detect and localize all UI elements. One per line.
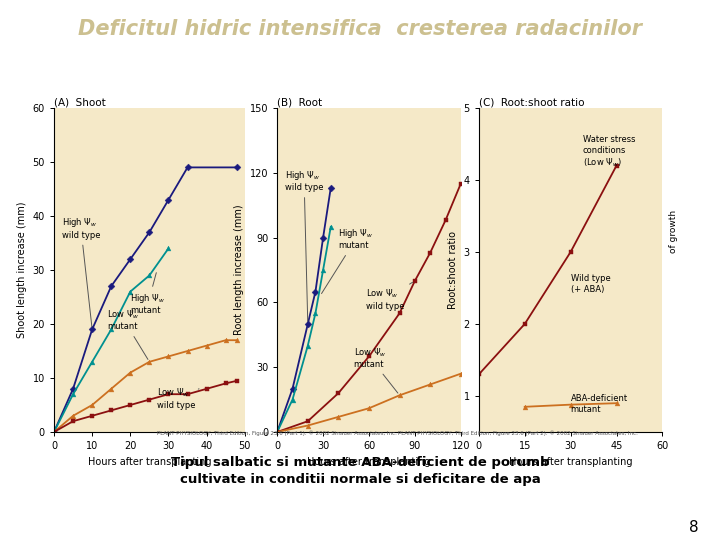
- Text: Tipul salbatic si mutante ABA-deficient de porumb
cultivate in conditii normale : Tipul salbatic si mutante ABA-deficient …: [171, 456, 549, 487]
- Text: PLANT PHYSIOLOGY, Third Edition, Figure 23.6 (Part 1). © 2002 Sinauer Associates: PLANT PHYSIOLOGY, Third Edition, Figure …: [157, 430, 397, 436]
- Y-axis label: Root:shoot ratio: Root:shoot ratio: [448, 231, 458, 309]
- Text: Water stress
conditions
(Low $\Psi_w$): Water stress conditions (Low $\Psi_w$): [583, 136, 635, 169]
- Text: Deficitul hidric intensifica  cresterea radacinilor: Deficitul hidric intensifica cresterea r…: [78, 19, 642, 39]
- Text: Low $\Psi_w$
wild type: Low $\Psi_w$ wild type: [366, 282, 413, 311]
- Text: (A)  Shoot: (A) Shoot: [54, 97, 106, 107]
- Text: Low $\Psi_w$
mutant: Low $\Psi_w$ mutant: [107, 308, 148, 360]
- Text: ABA-deficient
mutant: ABA-deficient mutant: [571, 394, 628, 414]
- Y-axis label: Shoot length increase (mm): Shoot length increase (mm): [17, 202, 27, 338]
- Y-axis label: Root length increase (mm): Root length increase (mm): [234, 205, 244, 335]
- X-axis label: Hours after transplanting: Hours after transplanting: [88, 457, 211, 467]
- Text: High $\Psi_w$
wild type: High $\Psi_w$ wild type: [285, 168, 323, 321]
- Text: High $\Psi_w$
wild type: High $\Psi_w$ wild type: [62, 216, 100, 327]
- Text: High $\Psi_w$
mutant: High $\Psi_w$ mutant: [322, 227, 374, 294]
- Text: Low $\Psi_w$
mutant: Low $\Psi_w$ mutant: [354, 346, 398, 393]
- Text: 8: 8: [689, 519, 698, 535]
- Text: (C)  Root:shoot ratio: (C) Root:shoot ratio: [479, 97, 585, 107]
- Text: Wild type
(+ ABA): Wild type (+ ABA): [571, 274, 611, 294]
- Text: (B)  Root: (B) Root: [277, 97, 323, 107]
- X-axis label: Hours after transplanting: Hours after transplanting: [307, 457, 431, 467]
- X-axis label: Hours after transplanting: Hours after transplanting: [509, 457, 632, 467]
- Text: High $\Psi_w$
mutant: High $\Psi_w$ mutant: [130, 273, 166, 315]
- Text: PLANT PHYSIOLOGY, Third Edition, Figure 23.6 (Part 2). © 2002 Sinauer Associates: PLANT PHYSIOLOGY, Third Edition, Figure …: [398, 430, 639, 436]
- Text: Low $\Psi_w$
wild type: Low $\Psi_w$ wild type: [157, 387, 199, 410]
- Text: of growth: of growth: [669, 210, 678, 253]
